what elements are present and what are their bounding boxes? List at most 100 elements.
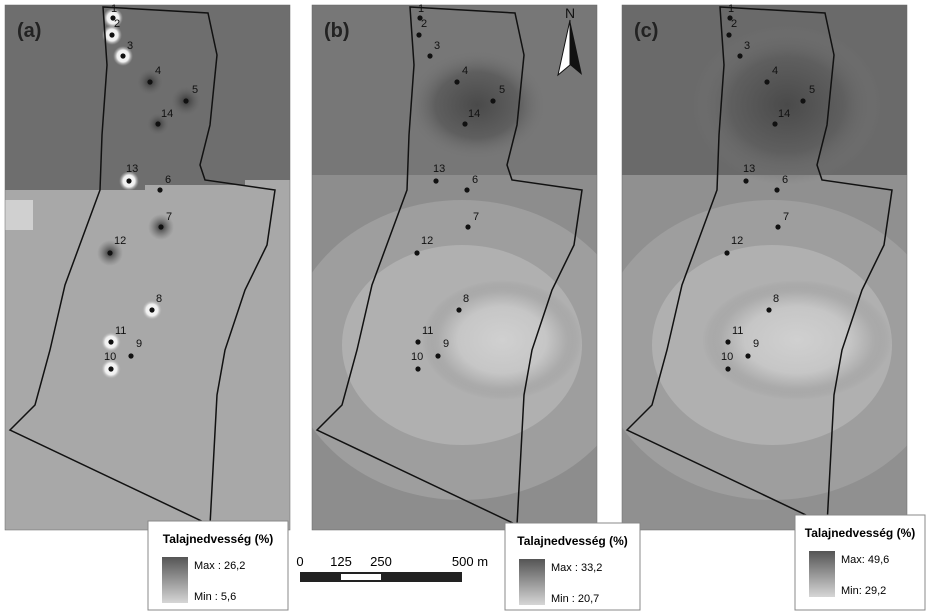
well-point (107, 250, 113, 256)
well-label: 9 (443, 338, 449, 350)
zone-high (5, 5, 290, 190)
well-label: 9 (753, 338, 759, 350)
site-boundary (315, 6, 583, 527)
well-point (417, 15, 423, 21)
legend-title: Talajnedvesség (%) (163, 532, 273, 546)
well-point (725, 366, 731, 372)
well-label: 14 (468, 108, 480, 120)
legend-max: Max : 26,2 (194, 560, 245, 572)
zone-light (702, 280, 892, 400)
well-point (774, 187, 780, 193)
well-label: 8 (773, 293, 779, 305)
well-label: 14 (778, 108, 790, 120)
well-label: 10 (104, 351, 116, 363)
well-label: 13 (126, 163, 138, 175)
well-point (465, 224, 471, 230)
legend-min: Min : 5,6 (194, 591, 236, 603)
well-point (764, 79, 770, 85)
well-label: 13 (433, 163, 445, 175)
well-label: 5 (809, 84, 815, 96)
well-point (433, 178, 439, 184)
legend-max: Max: 49,6 (841, 554, 889, 566)
well-label: 3 (434, 40, 440, 52)
well-point (737, 53, 743, 59)
panel-label: (b) (324, 20, 350, 42)
well-point (724, 250, 730, 256)
well-point (158, 224, 164, 230)
well-point (462, 121, 468, 127)
well-label: 11 (732, 325, 743, 337)
well-point (490, 98, 496, 104)
well-point (120, 53, 126, 59)
legend: Talajnedvesség (%) Max: 49,6 Min: 29,2 (794, 514, 926, 611)
well-label: 5 (192, 84, 198, 96)
well-point (772, 121, 778, 127)
well-point (415, 339, 421, 345)
well-label: 11 (115, 325, 126, 337)
well-point (414, 250, 420, 256)
well-label: 4 (462, 65, 468, 77)
well-label: 1 (111, 3, 117, 15)
well-point (743, 178, 749, 184)
well-label: 14 (161, 108, 173, 120)
arrow-right (570, 20, 582, 75)
well-point (108, 339, 114, 345)
well-point (727, 15, 733, 21)
well-label: 2 (421, 18, 427, 30)
well-point (766, 307, 772, 313)
well-point (415, 366, 421, 372)
well-label: 1 (418, 3, 424, 15)
legend-min: Min : 20,7 (551, 593, 599, 605)
surface (622, 5, 907, 530)
scale-label: 500 m (452, 554, 488, 569)
legend-max: Max : 33,2 (551, 562, 602, 574)
well-label: 3 (744, 40, 750, 52)
surface (5, 5, 290, 530)
well-point (108, 366, 114, 372)
panel-label: (a) (17, 20, 41, 42)
legend: Talajnedvesség (%) Max : 26,2 Min : 5,6 (147, 520, 289, 611)
legend-ramp (809, 551, 835, 597)
zone-left (5, 200, 33, 230)
well-point (183, 98, 189, 104)
north-arrow: N (557, 5, 582, 77)
well-point (800, 98, 806, 104)
well-point (775, 224, 781, 230)
well-point (456, 307, 462, 313)
well-label: 4 (155, 65, 161, 77)
well-point (745, 353, 751, 359)
well-point (726, 32, 732, 38)
well-label: 6 (472, 174, 478, 186)
legend-ramp (162, 557, 188, 603)
zone-high (692, 25, 882, 185)
well-label: 2 (731, 18, 737, 30)
legend-min: Min: 29,2 (841, 585, 886, 597)
well-label: 8 (156, 293, 162, 305)
legend-title: Talajnedvesség (%) (517, 534, 627, 548)
north-label: N (565, 5, 575, 21)
scale-label: 0 (296, 554, 303, 569)
well-label: 7 (166, 211, 172, 223)
well-point (427, 53, 433, 59)
legend-ramp (519, 559, 545, 605)
well-label: 10 (721, 351, 733, 363)
site-boundary (8, 6, 276, 527)
well-point (128, 353, 134, 359)
well-label: 5 (499, 84, 505, 96)
well-point (157, 187, 163, 193)
well-label: 6 (782, 174, 788, 186)
well-point (435, 353, 441, 359)
well-point (147, 79, 153, 85)
well-point (155, 121, 161, 127)
well-label: 12 (421, 235, 433, 247)
legend: Talajnedvesség (%) Max : 33,2 Min : 20,7 (504, 522, 641, 611)
well-label: 7 (473, 211, 479, 223)
well-label: 10 (411, 351, 423, 363)
scale-bar: 0 125 250 500 m (296, 554, 488, 582)
well-label: 8 (463, 293, 469, 305)
panel-frame (311, 4, 598, 531)
well-point (109, 32, 115, 38)
